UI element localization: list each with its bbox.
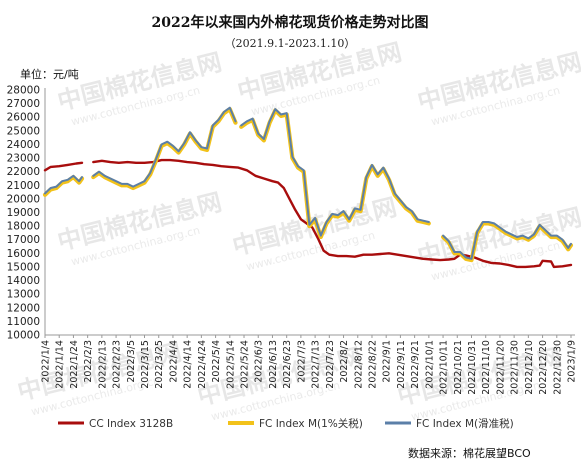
series-line-2 (44, 106, 572, 260)
x-tick-label: 2022/2/23 (112, 340, 123, 389)
unit-label: 单位：元/吨 (20, 67, 79, 81)
x-tick-label: 2022/1/24 (69, 340, 80, 389)
y-tick-label: 13000 (7, 289, 40, 301)
series-line-0 (43, 158, 573, 269)
x-tick-label: 2022/5/4 (211, 340, 222, 383)
series-line-1 (42, 107, 574, 263)
x-tick-label: 2022/8/12 (353, 340, 364, 389)
legend-label-0: CC Index 3128B (89, 418, 173, 430)
x-tick-label: 2022/7/13 (311, 340, 322, 389)
y-tick-label: 19000 (7, 207, 40, 219)
x-tick-label: 2022/1/14 (55, 340, 66, 389)
y-tick-label: 16000 (7, 248, 40, 260)
x-tick-label: 2022/6/3 (254, 340, 265, 383)
x-tick-label: 2022/7/23 (325, 340, 336, 389)
x-tick-label: 2022/4/14 (183, 340, 194, 389)
x-tick-label: 2022/12/30 (552, 340, 563, 395)
y-tick-label: 15000 (7, 261, 40, 273)
x-tick-label: 2022/11/30 (510, 340, 521, 395)
x-tick-label: 2022/6/13 (268, 340, 279, 389)
x-tick-label: 2022/2/3 (83, 340, 94, 383)
legend-label-1: FC Index M(1%关税) (259, 417, 363, 430)
x-tick-label: 2022/5/24 (240, 340, 251, 389)
x-tick-label: 2022/5/14 (225, 340, 236, 389)
x-tick-label: 2022/10/21 (453, 340, 464, 395)
x-tick-label: 2022/8/2 (339, 340, 350, 383)
x-tick-label: 2022/3/25 (154, 340, 165, 389)
x-tick-label: 2022/12/10 (524, 340, 535, 395)
y-tick-label: 23000 (7, 153, 40, 165)
data-source: 数据来源：棉花展望BCO (408, 446, 531, 460)
legend: CC Index 3128B FC Index M(1%关税) FC Index M… (58, 417, 514, 430)
x-tick-label: 2022/9/11 (396, 340, 407, 389)
x-tick-label: 2022/12/20 (538, 340, 549, 395)
x-tick-label: 2022/11/10 (481, 340, 492, 395)
x-tick-label: 2022/9/21 (410, 340, 421, 389)
y-tick-label: 11000 (7, 316, 40, 328)
y-tick-label: 21000 (7, 180, 40, 192)
y-tick-label: 22000 (7, 166, 40, 178)
x-tick-label: 2022/8/22 (367, 340, 378, 389)
x-tick-label: 2022/3/5 (126, 340, 137, 383)
y-tick-label: 10000 (7, 330, 40, 342)
y-tick-label: 20000 (7, 193, 40, 205)
legend-label-2: FC Index M(滑准税) (416, 417, 514, 430)
y-tick-label: 25000 (7, 125, 40, 137)
x-tick-label: 2022/10/31 (467, 340, 478, 395)
y-tick-label: 28000 (7, 85, 40, 97)
y-tick-label: 14000 (7, 275, 40, 287)
chart-title: 2022年以来国内外棉花现货价格走势对比图 (152, 14, 429, 31)
y-tick-label: 24000 (7, 139, 40, 151)
x-tick-label: 2022/10/1 (424, 340, 435, 389)
x-tick-label: 2022/6/23 (282, 340, 293, 389)
y-tick-label: 18000 (7, 221, 40, 233)
x-tick-label: 2022/4/4 (168, 340, 179, 383)
y-tick-label: 12000 (7, 302, 40, 314)
series-layer (42, 106, 574, 269)
x-tick-label: 2022/2/13 (97, 340, 108, 389)
x-tick-label: 2022/3/15 (140, 340, 151, 389)
y-tick-label: 17000 (7, 234, 40, 246)
x-tick-label: 2022/4/24 (197, 340, 208, 389)
x-tick-label: 2022/10/11 (439, 340, 450, 395)
x-tick-label: 2022/7/3 (296, 340, 307, 383)
chart-subtitle: （2021.9.1-2023.1.10） (225, 37, 356, 50)
x-tick-label: 2022/9/1 (382, 340, 393, 383)
y-tick-label: 27000 (7, 98, 40, 110)
y-tick-label: 26000 (7, 112, 40, 124)
x-tick-label: 2022/1/4 (41, 340, 52, 383)
x-tick-label: 2022/11/20 (495, 340, 506, 395)
x-tick-label: 2023/1/9 (567, 340, 578, 383)
